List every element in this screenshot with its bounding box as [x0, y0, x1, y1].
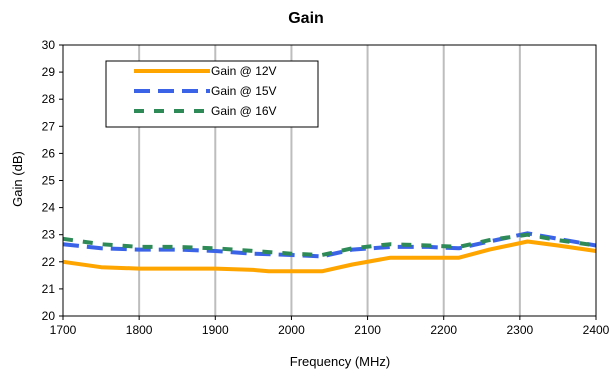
legend-label-1: Gain @ 12V [211, 64, 277, 78]
x-tick-label: 1900 [202, 323, 229, 337]
x-tick-label: 2200 [430, 323, 457, 337]
y-tick-label: 29 [42, 65, 56, 79]
x-axis-label: Frequency (MHz) [290, 354, 390, 369]
y-tick-label: 24 [42, 201, 56, 215]
legend-label-3: Gain @ 16V [211, 104, 277, 118]
chart-title: Gain [288, 10, 324, 27]
x-tick-label: 1800 [126, 323, 153, 337]
legend: Gain @ 12V Gain @ 15V Gain @ 16V [105, 60, 319, 128]
y-tick-label: 28 [42, 92, 56, 106]
y-tick-label: 26 [42, 146, 56, 160]
y-tick-label: 25 [42, 174, 56, 188]
y-tick-label: 21 [42, 282, 56, 296]
x-tick-label: 1700 [50, 323, 77, 337]
series-line-3 [62, 232, 597, 257]
y-tick-label: 23 [42, 228, 56, 242]
x-tick-label: 2100 [354, 323, 381, 337]
y-tick-label: 30 [42, 38, 56, 52]
y-tick-labels: 20 21 22 23 24 25 26 27 28 29 30 [42, 38, 56, 323]
y-axis-label: Gain (dB) [10, 151, 25, 207]
series-line-1 [62, 239, 597, 274]
x-tick-label: 2300 [507, 323, 534, 337]
y-tick-label: 20 [42, 309, 56, 323]
series-lines [62, 231, 597, 274]
x-tick-label: 2000 [278, 323, 305, 337]
x-tick-labels: 1700 1800 1900 2000 2100 2200 2300 2400 [50, 323, 610, 337]
axes [59, 44, 597, 320]
y-tick-label: 22 [42, 255, 56, 269]
x-tick-label: 2400 [583, 323, 610, 337]
legend-label-2: Gain @ 15V [211, 84, 277, 98]
y-tick-label: 27 [42, 119, 56, 133]
